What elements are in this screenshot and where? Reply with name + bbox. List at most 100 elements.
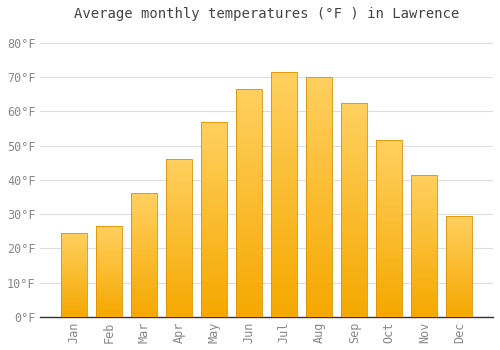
Bar [96, 296, 122, 297]
Bar [201, 292, 228, 293]
Bar [341, 285, 367, 287]
Bar [306, 89, 332, 91]
Bar [446, 276, 472, 278]
Bar [201, 278, 228, 280]
Bar [341, 225, 367, 227]
Bar [271, 211, 297, 214]
Bar [271, 282, 297, 285]
Bar [201, 208, 228, 209]
Bar [376, 308, 402, 310]
Bar [131, 225, 157, 227]
Bar [166, 216, 192, 218]
Bar [61, 266, 87, 267]
Bar [411, 288, 438, 290]
Bar [201, 241, 228, 243]
Bar [446, 314, 472, 315]
Bar [341, 244, 367, 246]
Bar [96, 232, 122, 233]
Bar [61, 270, 87, 271]
Bar [411, 237, 438, 239]
Bar [201, 246, 228, 248]
Bar [306, 238, 332, 240]
Bar [166, 290, 192, 292]
Bar [341, 201, 367, 203]
Bar [61, 275, 87, 276]
Bar [96, 287, 122, 288]
Bar [376, 253, 402, 255]
Bar [131, 210, 157, 211]
Bar [376, 190, 402, 191]
Bar [61, 279, 87, 280]
Bar [271, 135, 297, 138]
Bar [131, 224, 157, 225]
Bar [306, 283, 332, 286]
Bar [411, 229, 438, 230]
Bar [61, 301, 87, 302]
Bar [61, 299, 87, 300]
Bar [411, 203, 438, 204]
Bar [131, 234, 157, 236]
Bar [341, 103, 367, 105]
Bar [201, 254, 228, 256]
Bar [306, 276, 332, 279]
Bar [446, 275, 472, 276]
Bar [306, 214, 332, 216]
Bar [306, 170, 332, 173]
Bar [236, 237, 262, 239]
Bar [166, 243, 192, 244]
Bar [236, 244, 262, 246]
Bar [236, 132, 262, 134]
Bar [131, 280, 157, 281]
Bar [376, 215, 402, 216]
Bar [376, 188, 402, 190]
Bar [61, 314, 87, 315]
Bar [446, 315, 472, 316]
Bar [236, 219, 262, 221]
Bar [201, 219, 228, 221]
Bar [376, 260, 402, 262]
Bar [201, 157, 228, 159]
Bar [376, 303, 402, 304]
Bar [201, 184, 228, 186]
Bar [306, 252, 332, 254]
Bar [446, 259, 472, 260]
Bar [61, 288, 87, 289]
Bar [131, 237, 157, 238]
Bar [306, 269, 332, 271]
Bar [376, 280, 402, 281]
Bar [376, 198, 402, 201]
Bar [236, 274, 262, 276]
Bar [131, 196, 157, 197]
Bar [236, 258, 262, 260]
Bar [376, 274, 402, 276]
Bar [166, 281, 192, 282]
Bar [166, 257, 192, 259]
Bar [201, 231, 228, 233]
Bar [306, 142, 332, 144]
Bar [131, 201, 157, 202]
Bar [96, 256, 122, 257]
Bar [376, 197, 402, 198]
Bar [166, 224, 192, 225]
Bar [96, 302, 122, 303]
Bar [236, 212, 262, 214]
Bar [166, 229, 192, 230]
Bar [166, 270, 192, 271]
Bar [201, 256, 228, 258]
Bar [166, 199, 192, 200]
Bar [376, 158, 402, 160]
Bar [201, 159, 228, 161]
Bar [271, 111, 297, 113]
Bar [376, 287, 402, 289]
Bar [131, 269, 157, 270]
Bar [376, 267, 402, 269]
Bar [96, 263, 122, 264]
Bar [341, 287, 367, 289]
Bar [446, 245, 472, 246]
Bar [96, 238, 122, 239]
Bar [306, 197, 332, 199]
Bar [61, 240, 87, 241]
Bar [166, 194, 192, 196]
Bar [341, 302, 367, 304]
Bar [201, 188, 228, 190]
